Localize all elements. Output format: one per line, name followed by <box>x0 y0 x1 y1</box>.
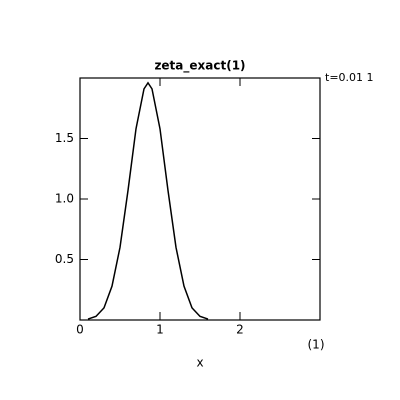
annotation: t=0.01 1 <box>325 71 374 84</box>
data-line <box>87 81 209 320</box>
y-tick-label: 1.0 <box>55 192 74 206</box>
y-tick-label: 0.5 <box>55 252 74 266</box>
x-tick-label: 2 <box>236 323 244 337</box>
x-axis-label: x <box>196 356 203 370</box>
chart-title: zeta_exact(1) <box>154 59 245 74</box>
y-tick-label: 1.5 <box>55 131 74 145</box>
plot-frame <box>79 77 321 321</box>
x-tick-label: 0 <box>76 323 84 337</box>
x-tick-label: 1 <box>156 323 164 337</box>
x-unit-label: (1) <box>308 338 325 352</box>
